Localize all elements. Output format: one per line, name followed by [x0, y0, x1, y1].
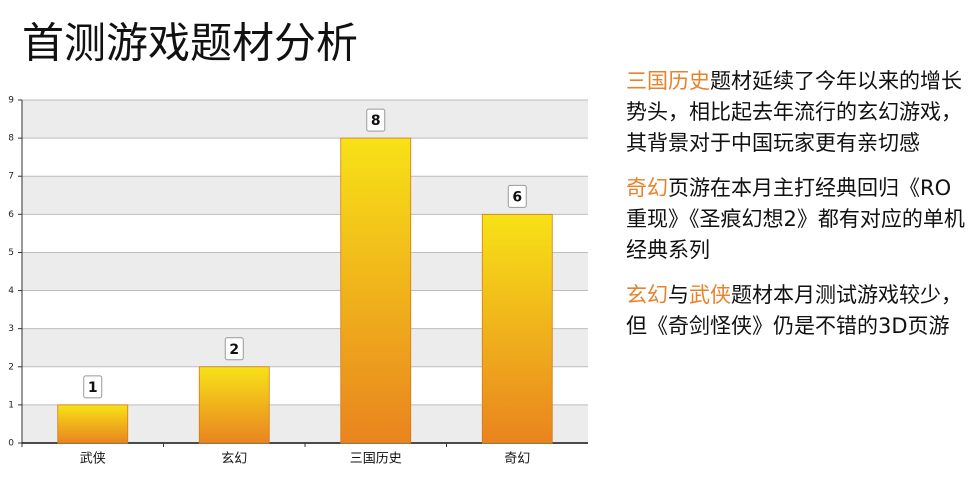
y-tick-label: 7 — [8, 172, 14, 182]
grid-band — [22, 138, 588, 177]
annotation-text: 奇幻 — [626, 176, 668, 200]
annotation: 三国历史题材延续了今年以来的增长势头，相比起去年流行的玄幻游戏，其背景对于中国玩… — [626, 66, 971, 159]
bar — [481, 213, 553, 444]
annotation-text: 武侠 — [689, 283, 731, 307]
x-tick-label: 三国历史 — [350, 452, 402, 467]
value-label-box — [83, 375, 103, 399]
value-label: 1 — [88, 380, 98, 396]
y-tick-label: 8 — [8, 134, 14, 144]
annotation: 奇幻页游在本月主打经典回归《RO重现》《圣痕幻想2》都有对应的单机经典系列 — [626, 173, 971, 266]
y-tick-label: 3 — [8, 324, 14, 334]
annotation: 玄幻与武侠题材本月测试游戏较少，但《奇剑怪侠》仍是不错的3D页游 — [626, 280, 971, 342]
value-label-box — [366, 108, 386, 132]
chart: 首测游戏题材分析 0 1 2 3 4 5 6 7 8 9 武侠 1 玄幻 2 三国历史 8 奇幻 6 — [8, 19, 588, 467]
annotation-text: 与 — [668, 283, 689, 307]
y-tick-label: 0 — [8, 439, 14, 449]
x-tick-label: 武侠 — [80, 452, 106, 467]
bar — [57, 404, 129, 444]
value-label-box — [507, 184, 527, 208]
y-tick-label: 6 — [8, 210, 14, 220]
chart-title: 首测游戏题材分析 — [22, 19, 358, 68]
annotation-text: 三国历史 — [626, 69, 710, 93]
value-label: 8 — [371, 113, 381, 129]
bar — [340, 137, 412, 444]
y-tick-label: 1 — [8, 400, 14, 410]
x-tick-label: 玄幻 — [221, 452, 247, 467]
value-label: 2 — [229, 342, 239, 358]
y-tick-label: 4 — [8, 286, 14, 296]
annotation-text: 题材本月测试游戏较少，但《奇剑怪侠》仍是不错的3D页游 — [626, 283, 962, 338]
y-tick-label: 2 — [8, 362, 14, 372]
x-tick-label: 奇幻 — [504, 451, 530, 467]
value-label-box — [224, 337, 244, 361]
grid-band — [22, 176, 588, 215]
y-tick-label: 9 — [8, 96, 14, 106]
notes: 三国历史题材延续了今年以来的增长势头，相比起去年流行的玄幻游戏，其背景对于中国玩… — [626, 66, 971, 356]
bar — [198, 366, 270, 444]
grid-band — [22, 100, 588, 139]
annotation-text: 页游在本月主打经典回归《RO重现》《圣痕幻想2》都有对应的单机经典系列 — [626, 176, 965, 262]
annotation-text: 题材延续了今年以来的增长势头，相比起去年流行的玄幻游戏，其背景对于中国玩家更有亲… — [626, 69, 962, 155]
y-tick-label: 5 — [8, 248, 14, 258]
annotation-text: 玄幻 — [626, 283, 668, 307]
value-label: 6 — [512, 189, 522, 205]
